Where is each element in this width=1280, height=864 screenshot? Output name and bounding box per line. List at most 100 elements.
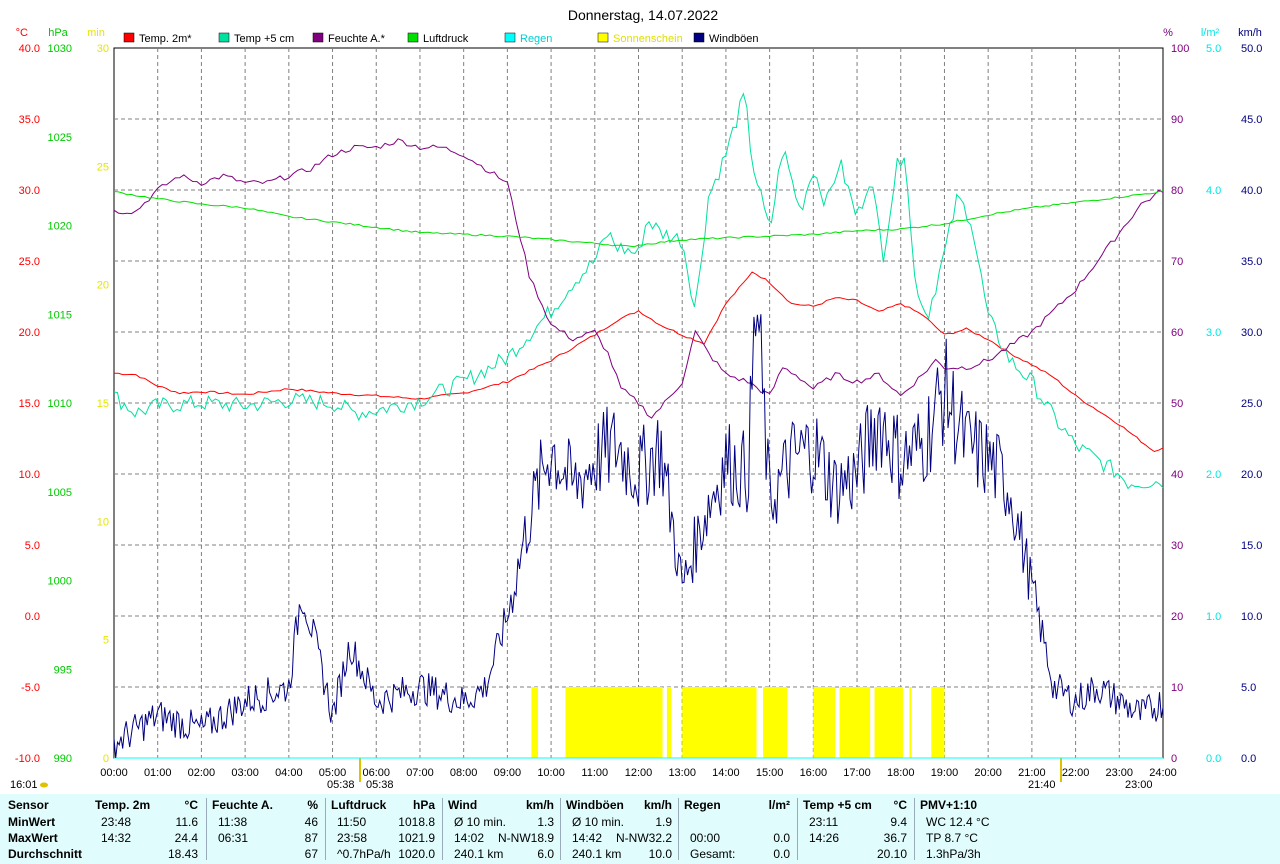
stats-unit: l/m² xyxy=(768,798,790,812)
legend-swatch xyxy=(597,32,609,43)
stats-avg-value: 18.43 xyxy=(167,847,198,861)
stats-min-time: Ø 10 min. xyxy=(572,815,625,829)
y-tick-label-percent: 100 xyxy=(1171,43,1189,55)
stats-divider xyxy=(560,798,561,860)
stats-min-time: 23:11 xyxy=(809,815,839,829)
series-line-windb-en xyxy=(113,314,1164,759)
stats-sensor-name: Luftdruck xyxy=(331,798,387,812)
stats-max-time: 06:31 xyxy=(218,831,249,845)
stats-sensor-name: Temp. 2m xyxy=(95,798,151,812)
y-tick-label-pressure: 1020 xyxy=(48,221,72,233)
stats-sensor-name: Windböen xyxy=(566,798,624,812)
stats-max-value: 18.9 xyxy=(530,831,554,845)
unit-percent: % xyxy=(1163,27,1173,39)
x-tick-label: 06:00 xyxy=(362,767,390,779)
chart-axes: 00:00 01:00 02:00 03:00 04:00 05:00 06:00 07:00… xyxy=(10,27,1262,791)
series-lines xyxy=(113,92,1164,759)
x-tick-label: 19:00 xyxy=(931,767,959,779)
stats-unit: °C xyxy=(893,798,907,812)
y-tick-label-percent: 90 xyxy=(1171,114,1183,126)
stats-unit: km/h xyxy=(643,798,672,812)
unit-pressure: hPa xyxy=(48,27,68,39)
stats-column: Wind km/h Ø 10 min. 1.3 14:02 N-NW 18.9 240.1 k… xyxy=(448,794,558,864)
y-tick-label-pressure: 1010 xyxy=(48,398,72,410)
chart-grid xyxy=(113,47,1164,759)
stats-min-value: 9.4 xyxy=(890,815,907,829)
x-tick-label: 16:00 xyxy=(800,767,828,779)
sunshine-bar xyxy=(874,687,903,758)
series-line-feuchte-a- xyxy=(113,138,1164,419)
legend-swatch xyxy=(504,32,516,43)
stats-divider xyxy=(442,798,443,860)
stats-column: Regen l/m² 00:00 0.0 Gesamt: 0.0 xyxy=(684,794,794,864)
x-tick-label: 00:00 xyxy=(100,767,128,779)
sunshine-bars xyxy=(531,687,945,758)
y-tick-label-temp: 20.0 xyxy=(19,327,40,339)
stats-column: Feuchte A.% 11:38 46 06:31 87 67 xyxy=(212,794,322,864)
sunshine-bar xyxy=(931,687,945,758)
y-tick-label-rain: 3.0 xyxy=(1206,327,1221,339)
row-label-min: MinWert xyxy=(8,815,56,829)
y-tick-label-percent: 0 xyxy=(1171,753,1177,765)
stats-sensor-name: Regen xyxy=(684,798,721,812)
x-tick-label: 02:00 xyxy=(188,767,216,779)
stats-sensor-name: Wind xyxy=(448,798,478,812)
y-tick-label-minutes: 20 xyxy=(97,280,109,292)
stats-max-time: 14:26 xyxy=(809,831,840,845)
y-tick-label-wind: 5.0 xyxy=(1241,682,1256,694)
y-tick-label-wind: 50.0 xyxy=(1241,43,1262,55)
stats-avg-label: 1.3hPa/3h xyxy=(926,847,981,861)
y-tick-label-temp: 40.0 xyxy=(19,43,40,55)
y-tick-label-temp: 5.0 xyxy=(25,540,40,552)
sunshine-bar xyxy=(531,687,538,758)
y-tick-label-percent: 10 xyxy=(1171,682,1183,694)
stats-avg-value: 67 xyxy=(304,847,318,861)
weather-chart: 00:00 01:00 02:00 03:00 04:00 05:00 06:00 07:00… xyxy=(10,7,1262,791)
stats-avg-value: 6.0 xyxy=(537,847,554,861)
stats-divider xyxy=(797,798,798,860)
annotation-sunrise: 05:38 xyxy=(327,779,355,791)
stats-column: PMV+1:10 WC 12.4 °C TP 8.7 °C 1.3hPa/3h xyxy=(920,794,1030,864)
y-tick-label-wind: 20.0 xyxy=(1241,469,1262,481)
stats-avg-value: 0.0 xyxy=(773,847,790,861)
sunshine-bar xyxy=(666,687,672,758)
y-tick-label-minutes: 10 xyxy=(97,516,109,528)
unit-temp: °C xyxy=(16,27,28,39)
y-tick-label-percent: 40 xyxy=(1171,469,1183,481)
x-tick-label: 05:00 xyxy=(319,767,347,779)
sunshine-bar xyxy=(682,687,757,758)
x-tick-label: 08:00 xyxy=(450,767,478,779)
x-tick-label: 23:00 xyxy=(1106,767,1134,779)
y-tick-label-wind: 30.0 xyxy=(1241,327,1262,339)
stats-min-value: 1018.8 xyxy=(398,815,435,829)
stats-column: Temp. 2m °C 23:48 11.6 14:32 24.4 18.43 xyxy=(95,794,202,864)
y-tick-label-wind: 25.0 xyxy=(1241,398,1262,410)
y-tick-label-wind: 35.0 xyxy=(1241,256,1262,268)
y-tick-label-pressure: 990 xyxy=(54,753,72,765)
stats-divider xyxy=(678,798,679,860)
x-tick-label: 18:00 xyxy=(887,767,915,779)
x-tick-label: 09:00 xyxy=(494,767,522,779)
y-tick-label-temp: -10.0 xyxy=(15,753,40,765)
y-tick-label-minutes: 30 xyxy=(97,43,109,55)
sunshine-bar xyxy=(909,687,912,758)
annotation-sunrise-2: 05:38 xyxy=(366,779,394,791)
x-tick-label: 14:00 xyxy=(712,767,740,779)
stats-min-time: 11:50 xyxy=(337,815,367,829)
y-tick-label-percent: 20 xyxy=(1171,611,1183,623)
stats-avg-value: 10.0 xyxy=(648,847,672,861)
stats-unit: °C xyxy=(184,798,198,812)
stats-unit: km/h xyxy=(525,798,554,812)
stats-avg-label: 240.1 km xyxy=(572,847,622,861)
stats-max-direction: N-NW xyxy=(498,831,531,845)
x-tick-label: 24:00 xyxy=(1149,767,1177,779)
sunshine-bar xyxy=(565,687,604,758)
y-tick-label-temp: 15.0 xyxy=(19,398,40,410)
stats-unit: % xyxy=(307,798,318,812)
row-label-max: MaxWert xyxy=(8,831,58,845)
legend-label: Sonnenschein xyxy=(613,33,683,45)
x-tick-label: 17:00 xyxy=(843,767,871,779)
stats-sensor-name: PMV+1:10 xyxy=(920,798,978,812)
statistics-panel: Sensor MinWert MaxWert Durchschnitt Temp… xyxy=(0,794,1280,864)
x-tick-label: 12:00 xyxy=(625,767,653,779)
